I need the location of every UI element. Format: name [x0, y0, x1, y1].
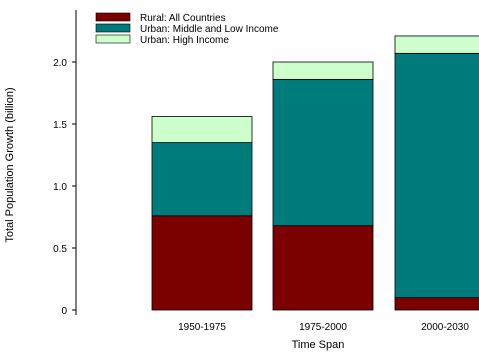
- y-tick-label: 0: [61, 306, 67, 317]
- x-tick-label: 1950-1975: [178, 322, 226, 333]
- x-tick-label: 2000-2030: [421, 322, 469, 333]
- bar-segment: [272, 225, 374, 311]
- x-tick-label: 1975-2000: [299, 322, 347, 333]
- legend-label: Rural: All Countries: [140, 13, 226, 24]
- legend-label: Urban: High Income: [140, 35, 229, 46]
- y-axis-ticks: 0 0.5 1.0 1.5 2.0: [53, 58, 76, 317]
- y-tick-label: 0.5: [53, 244, 67, 255]
- y-tick-label: 1.5: [53, 120, 67, 131]
- bar-segment: [394, 52, 479, 298]
- bar-stacks: [151, 35, 479, 311]
- y-tick-label: 1.0: [53, 182, 67, 193]
- y-tick-label: 2.0: [53, 58, 67, 69]
- legend-swatch: [95, 23, 131, 33]
- bar-segment: [272, 61, 374, 80]
- bar-segment: [272, 78, 374, 227]
- bar-segment: [151, 142, 253, 217]
- legend-swatch: [95, 34, 131, 44]
- x-axis-tick-labels: 1950-1975 1975-2000 2000-2030: [178, 322, 469, 333]
- bar-segment: [394, 35, 479, 54]
- y-axis-label: Total Population Growth (billion): [4, 87, 16, 242]
- legend-swatch: [95, 12, 131, 22]
- legend-label: Urban: Middle and Low Income: [140, 24, 279, 35]
- bar-segment: [151, 116, 253, 143]
- bar-segment: [394, 297, 479, 311]
- bar-segment: [151, 215, 253, 311]
- x-axis-label: Time Span: [292, 339, 345, 351]
